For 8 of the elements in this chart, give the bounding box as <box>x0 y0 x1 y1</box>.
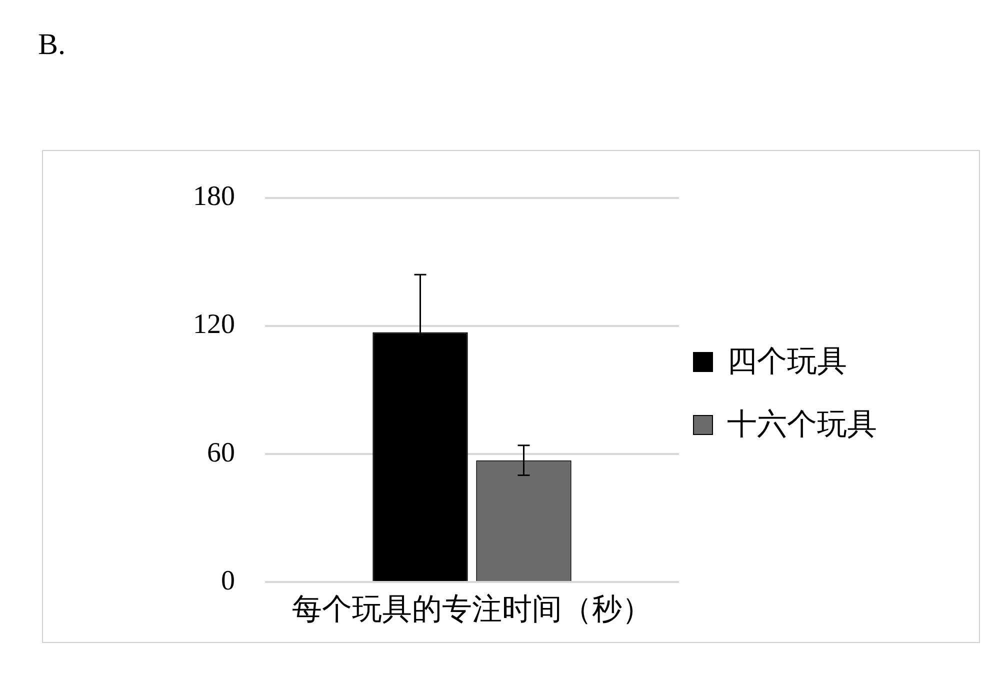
legend-label: 四个玩具 <box>727 343 847 381</box>
legend-label: 十六个玩具 <box>727 406 877 444</box>
y-tick-label: 60 <box>207 437 235 468</box>
text: B. <box>38 28 66 62</box>
y-tick-label: 0 <box>221 565 235 596</box>
y-tick-label: 180 <box>193 181 235 212</box>
x-tick-label: 每个玩具的专注时间（秒） <box>292 592 652 627</box>
y-tick-label: 120 <box>193 309 235 340</box>
